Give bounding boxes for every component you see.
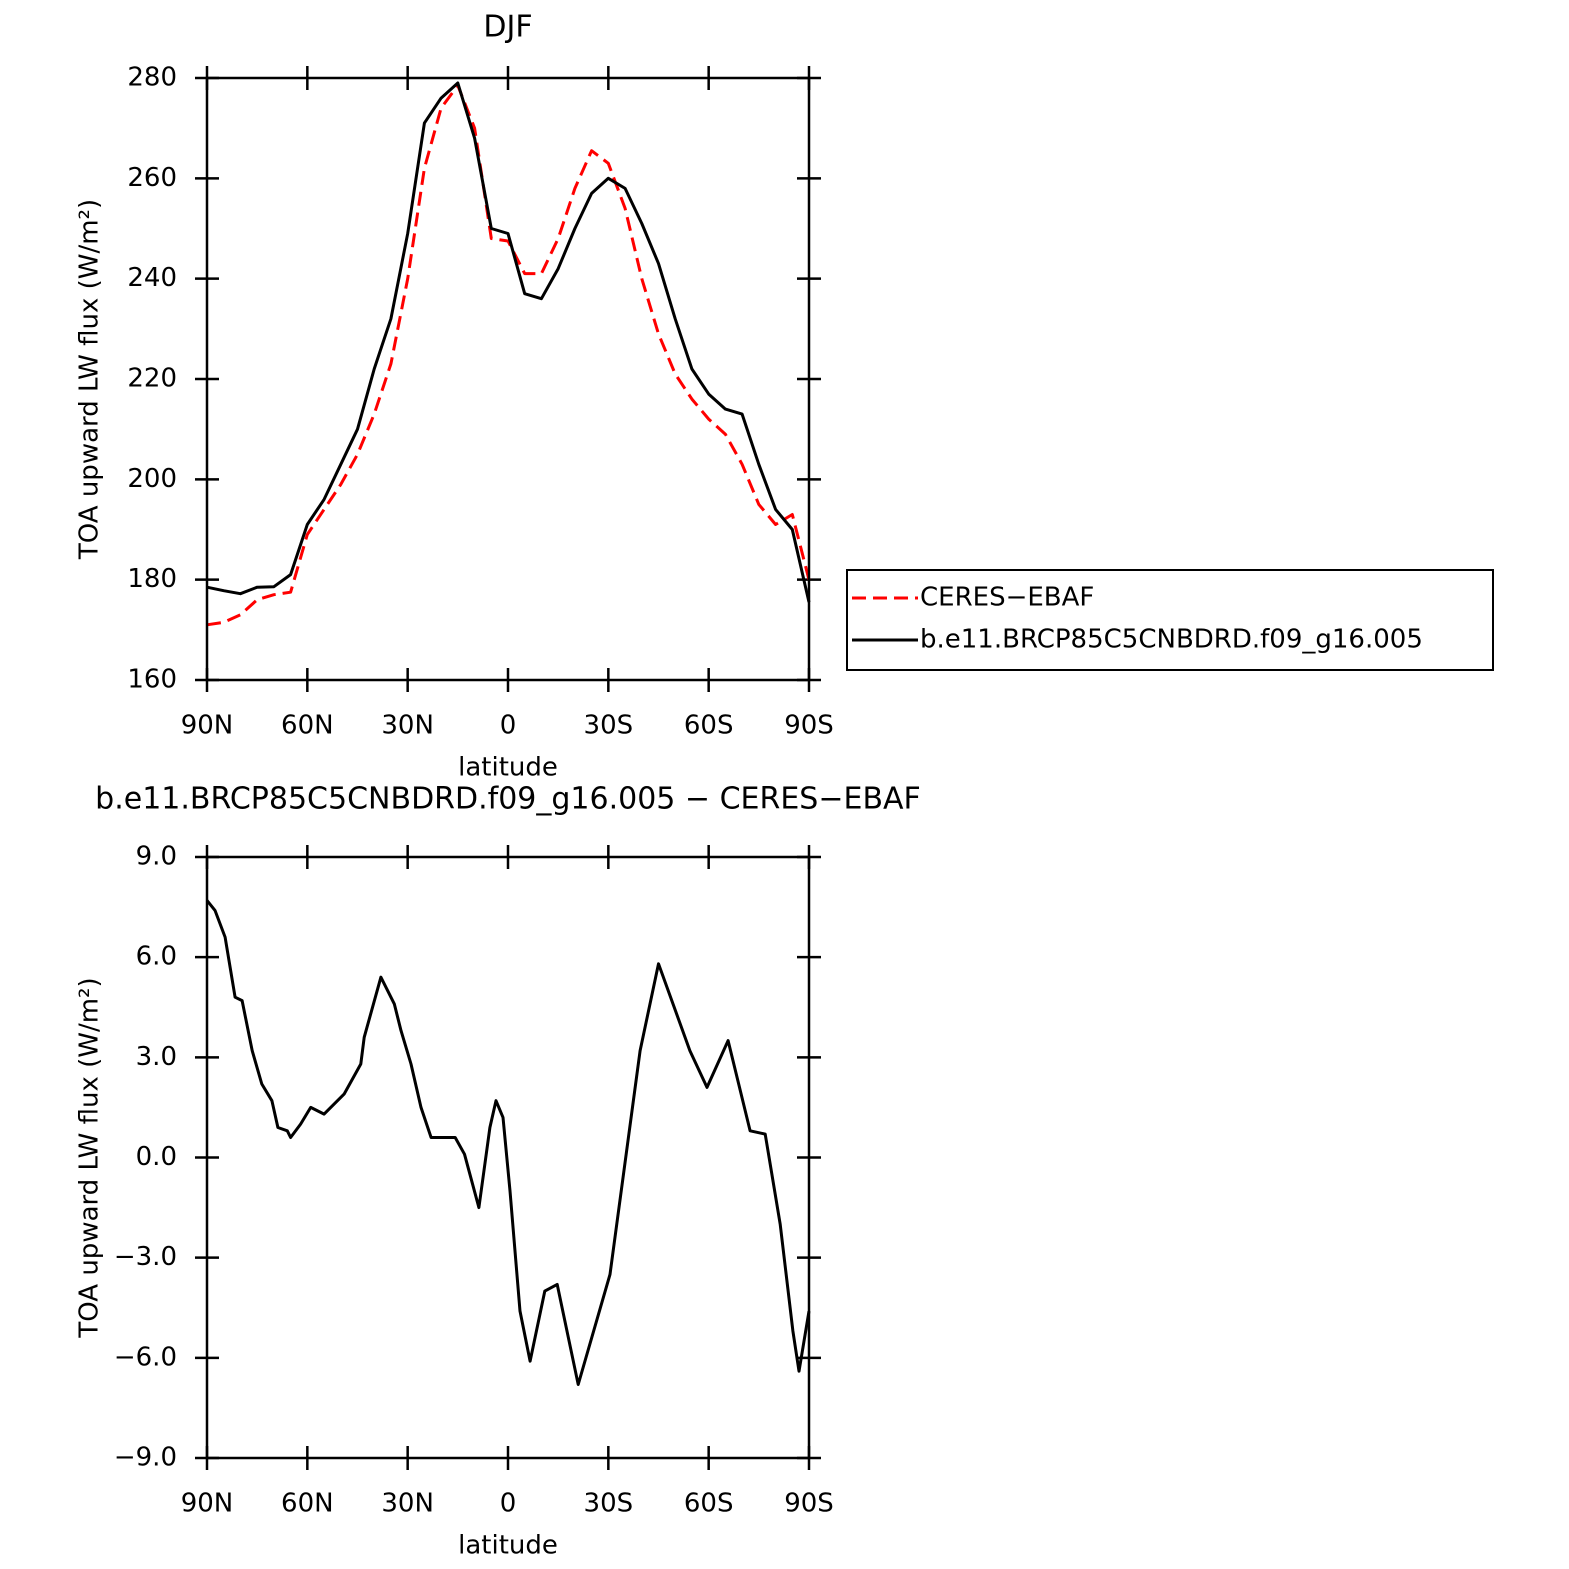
- x-tick-label: 30S: [584, 1489, 634, 1519]
- y-tick-label: 0.0: [136, 1142, 177, 1172]
- x-tick-label: 0: [500, 1489, 517, 1519]
- y-tick-label: 220: [127, 364, 177, 394]
- x-tick-label: 30N: [381, 1489, 434, 1519]
- x-axis-label: latitude: [458, 753, 558, 783]
- x-axis-label: latitude: [458, 1531, 558, 1561]
- y-tick-label: 260: [127, 163, 177, 193]
- y-tick-label: −9.0: [114, 1443, 177, 1473]
- x-tick-label: 90N: [181, 1489, 234, 1519]
- x-tick-label: 0: [500, 711, 517, 741]
- x-tick-label: 30N: [381, 711, 434, 741]
- y-tick-label: 280: [127, 63, 177, 93]
- legend-label: CERES−EBAF: [920, 583, 1094, 613]
- y-tick-label: −3.0: [114, 1242, 177, 1272]
- chart-title: b.e11.BRCP85C5CNBDRD.f09_g16.005 − CERES…: [95, 782, 921, 817]
- y-tick-label: 200: [127, 464, 177, 494]
- legend-label: b.e11.BRCP85C5CNBDRD.f09_g16.005: [920, 625, 1423, 655]
- legend-box: [846, 569, 1494, 671]
- y-tick-label: 240: [127, 263, 177, 293]
- y-tick-label: 3.0: [136, 1042, 177, 1072]
- y-tick-label: −6.0: [114, 1342, 177, 1372]
- x-tick-label: 30S: [584, 711, 634, 741]
- y-tick-label: 180: [127, 564, 177, 594]
- data-line: [205, 899, 811, 1386]
- x-tick-label: 60N: [281, 711, 334, 741]
- x-tick-label: 60S: [684, 1489, 734, 1519]
- data-line: [206, 84, 811, 627]
- x-tick-label: 60N: [281, 1489, 334, 1519]
- y-tick-label: 9.0: [136, 842, 177, 872]
- chart-title: DJF: [483, 10, 532, 45]
- x-tick-label: 90S: [784, 1489, 834, 1519]
- plot-frame: [205, 76, 811, 682]
- data-line: [206, 81, 811, 603]
- x-tick-label: 90N: [181, 711, 234, 741]
- y-axis-label: TOA upward LW flux (W/m²): [75, 977, 105, 1338]
- y-tick-label: 6.0: [136, 942, 177, 972]
- y-axis-label: TOA upward LW flux (W/m²): [75, 199, 105, 560]
- y-tick-label: 160: [127, 665, 177, 695]
- plot-frame: [205, 855, 811, 1460]
- x-tick-label: 60S: [684, 711, 734, 741]
- x-tick-label: 90S: [784, 711, 834, 741]
